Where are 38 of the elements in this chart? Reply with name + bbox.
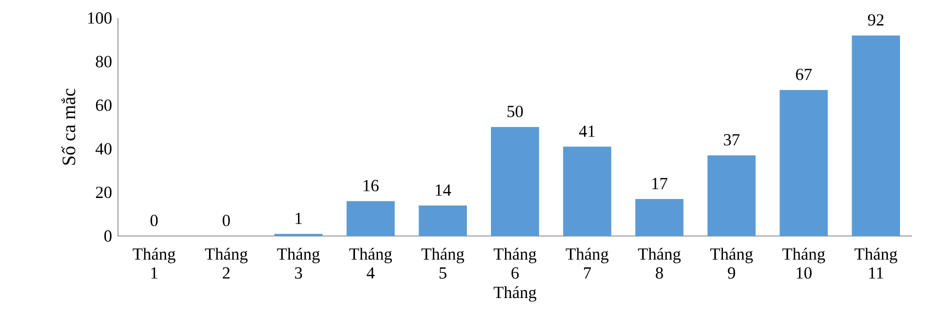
y-tick-label: 80	[96, 56, 112, 68]
x-tick-label: Tháng 10	[782, 248, 826, 279]
data-label: 17	[652, 178, 668, 190]
data-label: 16	[364, 180, 379, 192]
data-label: 0	[222, 214, 230, 226]
x-tick-label: Tháng 9	[710, 248, 753, 279]
x-tick-label: Tháng 7	[566, 248, 609, 279]
data-label: 1	[296, 212, 302, 224]
x-tick-label: Tháng 5	[422, 248, 464, 279]
y-tick-label: 100	[88, 12, 112, 24]
x-tick-label: Tháng 11	[854, 248, 898, 279]
x-tick-label: Tháng 2	[204, 248, 248, 279]
data-label: 14	[436, 184, 452, 196]
bar	[490, 127, 540, 236]
data-label: 67	[796, 68, 812, 80]
data-label: 41	[579, 126, 595, 137]
x-axis-title: Tháng	[494, 286, 536, 302]
data-label: 37	[724, 134, 740, 146]
x-tick-label: Tháng 3	[277, 248, 320, 279]
y-tick-label: 0	[104, 230, 112, 242]
data-label: 0	[150, 214, 158, 226]
x-tick-label: Tháng 4	[349, 248, 392, 279]
bar	[346, 201, 395, 236]
y-tick-label: 40	[96, 143, 112, 155]
bar	[780, 90, 828, 236]
y-tick-label: 60	[96, 99, 112, 111]
x-tick-label: Tháng 1	[132, 248, 176, 279]
x-tick-label: Tháng 8	[638, 248, 681, 279]
data-label: 50	[508, 106, 523, 118]
bar	[563, 146, 612, 236]
bar	[707, 155, 756, 236]
bar	[852, 35, 900, 236]
bar	[635, 198, 684, 236]
y-tick-label: 20	[96, 186, 112, 198]
y-axis-title: Số ca mắc	[61, 88, 76, 165]
bar	[418, 205, 467, 236]
x-tick-label: Tháng 6	[494, 248, 536, 279]
data-label: 92	[868, 14, 884, 26]
